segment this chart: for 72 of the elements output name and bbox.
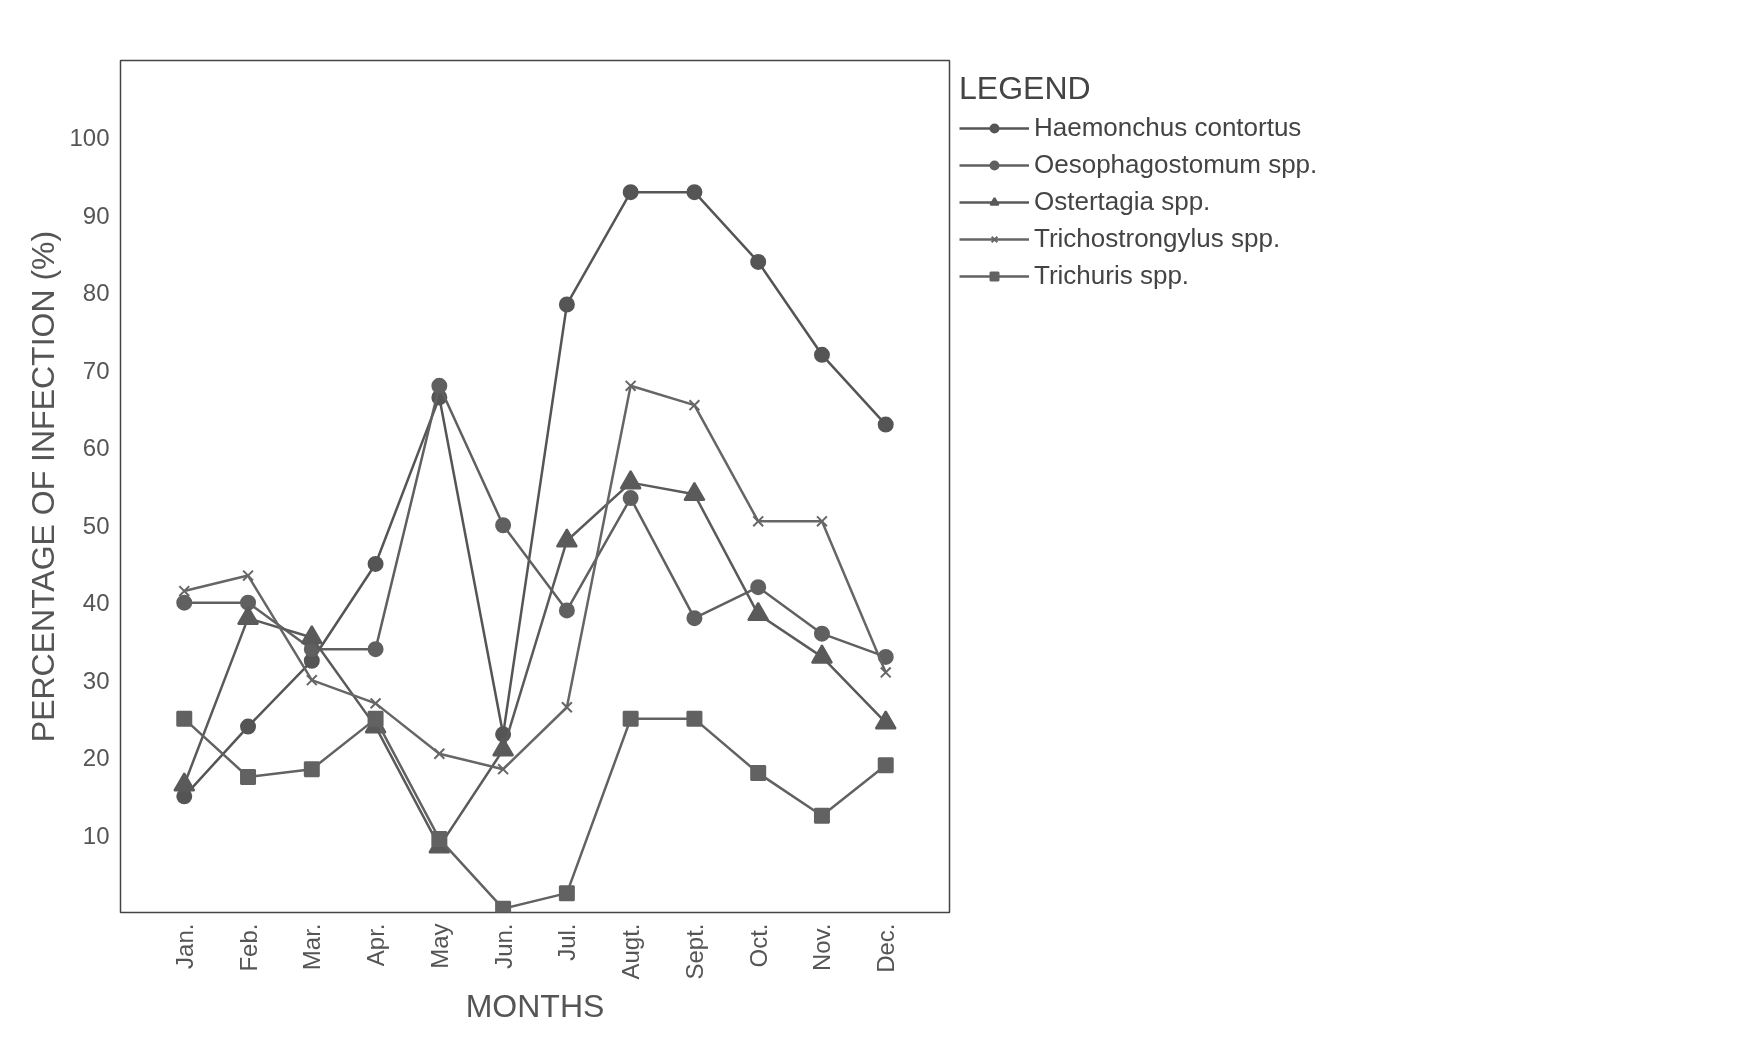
legend-label: Trichostrongylus spp. — [1034, 223, 1281, 254]
y-tick-label: 10 — [82, 821, 110, 849]
y-tick-label: 20 — [82, 744, 110, 772]
point — [369, 697, 382, 710]
point — [497, 763, 510, 776]
y-tick-label: 30 — [82, 666, 110, 694]
point — [431, 830, 448, 847]
point — [495, 517, 512, 534]
point — [558, 885, 575, 902]
x-tick-label: Sept. — [680, 923, 708, 980]
legend-label: Oesophagostomum spp. — [1034, 149, 1318, 180]
legend-label: Ostertagia spp. — [1034, 186, 1211, 217]
y-tick-label: 100 — [69, 124, 110, 152]
x-tick-label: Augt. — [617, 923, 645, 980]
point — [560, 701, 573, 714]
point — [879, 666, 892, 679]
point — [686, 184, 703, 201]
point — [686, 710, 703, 727]
point — [816, 515, 828, 528]
legend-label: Haemonchus contortus — [1034, 112, 1302, 143]
point — [178, 585, 191, 598]
point — [558, 296, 575, 313]
point — [176, 594, 193, 611]
x-tick-label: Dec. — [872, 923, 900, 973]
legend-label: Trichuris spp. — [1034, 260, 1190, 291]
point — [622, 184, 639, 201]
x-tick-label: Nov. — [808, 923, 836, 972]
point — [431, 377, 448, 394]
x-tick-label: May — [425, 923, 453, 969]
y-tick-label: 60 — [82, 434, 110, 462]
point — [877, 757, 894, 774]
point — [686, 610, 703, 627]
point — [813, 625, 830, 642]
point — [622, 710, 639, 727]
point — [303, 761, 320, 778]
y-tick-label: 90 — [82, 201, 110, 229]
point — [750, 253, 767, 270]
point — [305, 674, 318, 687]
point — [240, 718, 257, 735]
x-tick-label: Jun. — [489, 923, 517, 969]
point — [813, 807, 830, 824]
point — [622, 490, 639, 507]
x-axis-title: MONTHS — [465, 987, 605, 1024]
point — [558, 602, 575, 619]
point — [367, 710, 384, 727]
point — [750, 765, 767, 782]
point — [240, 768, 257, 785]
y-tick-label: 70 — [82, 356, 110, 384]
point — [242, 569, 254, 582]
x-tick-label: Jan. — [170, 923, 198, 969]
y-tick-label: 40 — [82, 589, 110, 617]
y-tick-label: 80 — [82, 279, 110, 307]
point — [877, 416, 894, 433]
x-tick-label: Mar. — [298, 923, 326, 971]
point — [367, 555, 384, 572]
point — [240, 594, 257, 611]
point — [495, 900, 512, 913]
y-tick-label: 50 — [82, 511, 110, 539]
x-tick-label: Feb. — [234, 923, 262, 972]
point — [176, 710, 193, 727]
y-axis-title: PERCENTAGE OF INFECTION (%) — [25, 230, 62, 743]
point — [433, 747, 446, 760]
point — [367, 641, 384, 658]
point — [688, 399, 701, 412]
x-tick-label: Apr. — [362, 923, 390, 967]
x-tick-label: Jul. — [553, 923, 581, 961]
point — [752, 515, 765, 528]
point — [813, 346, 830, 363]
x-tick-label: Oct. — [744, 923, 772, 968]
point — [624, 379, 637, 392]
legend-title: LEGEND — [959, 70, 1092, 107]
point — [750, 579, 767, 596]
